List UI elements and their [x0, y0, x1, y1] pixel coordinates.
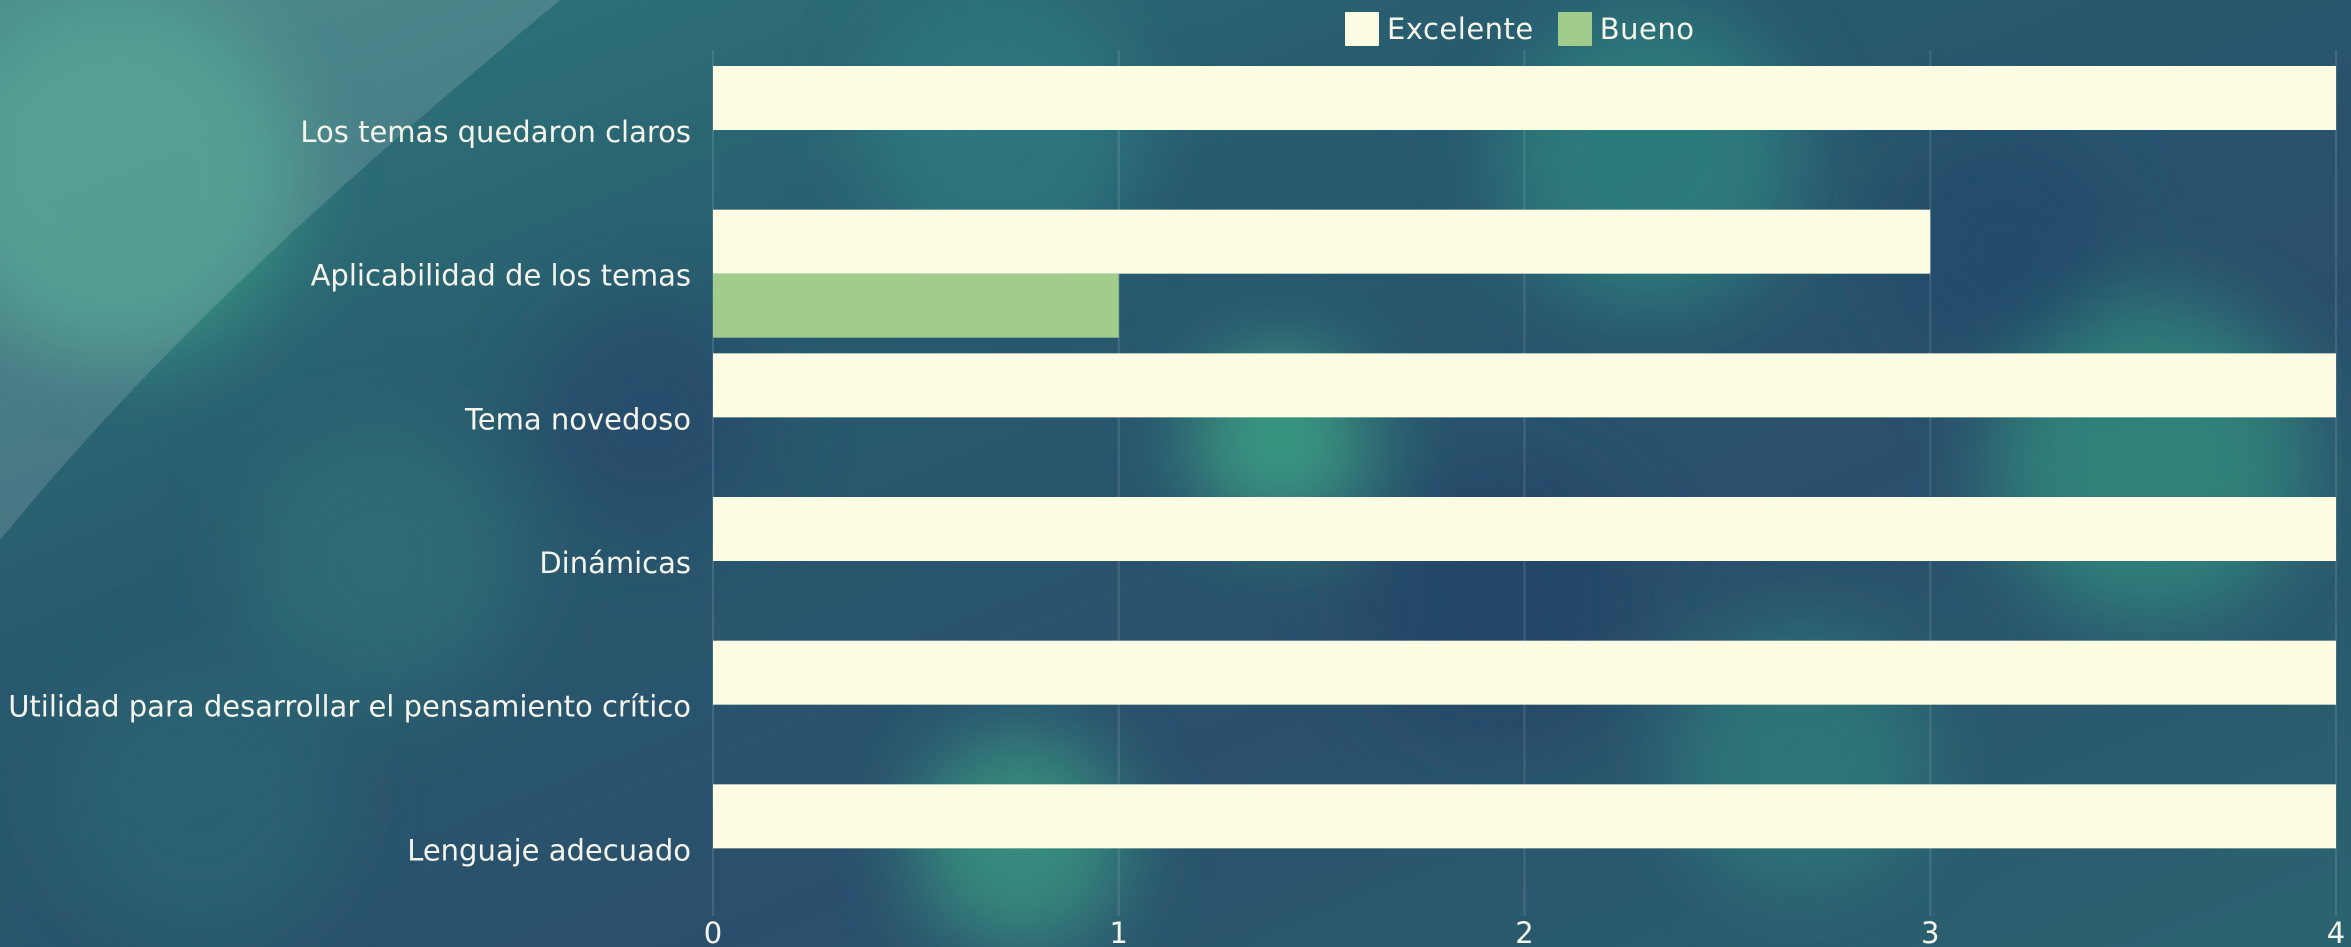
- x-tick-label: 0: [704, 916, 722, 947]
- category-label: Los temas quedaron claros: [300, 115, 691, 149]
- bar-excelente: [713, 209, 1931, 274]
- legend-swatch-bueno: [1557, 12, 1592, 46]
- legend-swatch-excelente: [1345, 12, 1379, 46]
- legend-item-excelente[interactable]: Excelente: [1345, 12, 1534, 46]
- legend-label-bueno: Bueno: [1599, 12, 1695, 46]
- category-label: Tema novedoso: [464, 402, 691, 436]
- bar-excelente: [713, 640, 2336, 705]
- category-label: Aplicabilidad de los temas: [311, 259, 691, 293]
- x-tick-label: 1: [1110, 916, 1128, 947]
- category-label: Dinámicas: [539, 546, 691, 580]
- x-tick-label: 4: [2327, 916, 2345, 947]
- bar-excelente: [713, 497, 2336, 561]
- category-label: Utilidad para desarrollar el pensamiento…: [8, 690, 691, 724]
- bar-excelente: [713, 66, 2336, 130]
- legend-item-bueno[interactable]: Bueno: [1557, 12, 1695, 46]
- bar-excelente: [713, 784, 2336, 849]
- legend: Excelente Bueno: [1345, 12, 1719, 46]
- category-label: Lenguaje adecuado: [407, 833, 691, 867]
- legend-label-excelente: Excelente: [1387, 12, 1534, 46]
- bar-bueno: [713, 273, 1119, 338]
- x-tick-label: 2: [1515, 916, 1533, 947]
- x-tick-label: 3: [1921, 916, 1939, 947]
- bar-excelente: [713, 353, 2336, 418]
